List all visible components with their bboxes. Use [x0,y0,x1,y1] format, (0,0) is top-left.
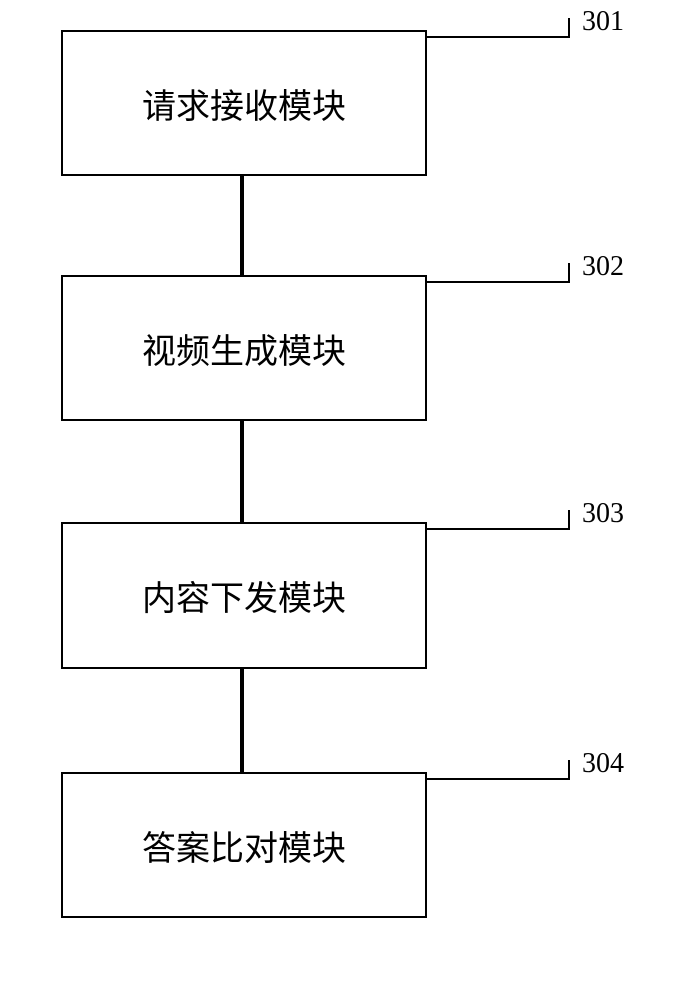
leader-line [568,263,570,283]
leader-line [568,760,570,780]
flow-node: 答案比对模块 [61,772,427,918]
leader-line [568,18,570,38]
flow-node-label: 答案比对模块 [142,821,346,870]
flow-node: 视频生成模块 [61,275,427,421]
flow-node-label: 视频生成模块 [142,324,346,373]
flow-connector [240,669,244,772]
leader-line [427,36,570,38]
leader-line [427,281,570,283]
flow-node: 请求接收模块 [61,30,427,176]
flow-connector [240,421,244,522]
flow-node: 内容下发模块 [61,522,427,669]
leader-line [568,510,570,530]
flow-node-label: 内容下发模块 [142,571,346,620]
ref-label: 304 [582,748,624,780]
ref-label: 303 [582,498,624,530]
ref-label: 301 [582,6,624,38]
ref-label: 302 [582,251,624,283]
flow-node-label: 请求接收模块 [142,79,346,128]
leader-line [427,528,570,530]
flow-connector [240,176,244,275]
leader-line [427,778,570,780]
